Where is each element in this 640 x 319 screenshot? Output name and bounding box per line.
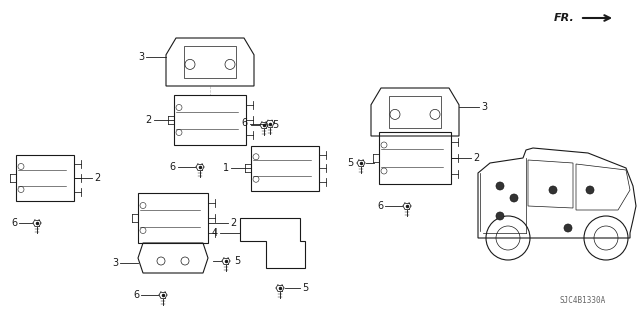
Text: 4: 4 [211,228,218,238]
Text: 2: 2 [94,173,100,183]
Circle shape [510,194,518,202]
Text: 1: 1 [223,163,229,173]
Text: 6: 6 [242,118,248,129]
Bar [16,155,74,201]
Bar [379,132,451,184]
Bar [174,95,246,145]
Text: 6: 6 [377,201,383,211]
Circle shape [496,212,504,220]
Text: 2: 2 [146,115,152,125]
Text: 3: 3 [481,102,487,112]
Text: 3: 3 [112,258,118,268]
Text: 6: 6 [11,218,17,228]
Circle shape [564,224,572,232]
Text: 5: 5 [347,158,353,168]
Text: 6: 6 [170,162,176,172]
Circle shape [586,186,594,194]
Text: 2: 2 [473,153,479,163]
Text: 5: 5 [234,256,240,266]
Circle shape [549,186,557,194]
Text: 6: 6 [133,290,139,300]
Text: 2: 2 [230,218,236,228]
Bar [138,193,208,243]
Bar [251,145,319,190]
Circle shape [496,182,504,190]
Text: 5: 5 [272,120,278,130]
Text: FR.: FR. [554,13,575,23]
Text: 3: 3 [138,52,144,62]
Text: SJC4B1330A: SJC4B1330A [560,296,606,305]
Text: 5: 5 [302,283,308,293]
